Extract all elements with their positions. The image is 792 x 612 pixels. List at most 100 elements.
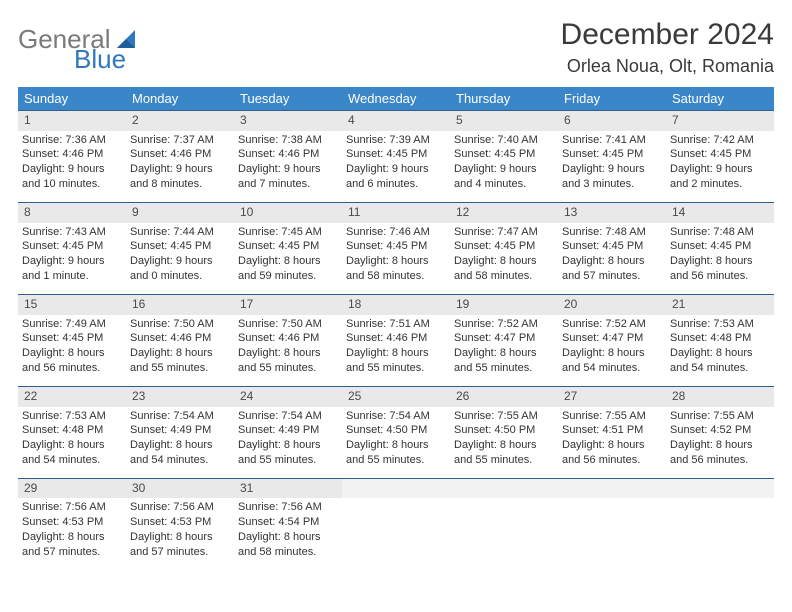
sunset-text: Sunset: 4:45 PM: [238, 239, 338, 254]
day-cell: 15Sunrise: 7:49 AMSunset: 4:45 PMDayligh…: [18, 294, 126, 386]
daylight-line1: Daylight: 9 hours: [130, 254, 230, 269]
day-details: Sunrise: 7:38 AMSunset: 4:46 PMDaylight:…: [234, 131, 342, 202]
day-cell: 28Sunrise: 7:55 AMSunset: 4:52 PMDayligh…: [666, 386, 774, 478]
day-details: Sunrise: 7:56 AMSunset: 4:53 PMDaylight:…: [126, 498, 234, 569]
day-cell: [558, 478, 666, 570]
day-details: Sunrise: 7:43 AMSunset: 4:45 PMDaylight:…: [18, 223, 126, 294]
day-cell: 22Sunrise: 7:53 AMSunset: 4:48 PMDayligh…: [18, 386, 126, 478]
daylight-line2: and 10 minutes.: [22, 177, 122, 192]
day-details-empty: [342, 498, 450, 554]
day-details: Sunrise: 7:54 AMSunset: 4:49 PMDaylight:…: [126, 407, 234, 478]
day-number: 8: [18, 203, 126, 223]
day-of-week-header-row: Sunday Monday Tuesday Wednesday Thursday…: [18, 87, 774, 110]
day-details: Sunrise: 7:47 AMSunset: 4:45 PMDaylight:…: [450, 223, 558, 294]
daylight-line2: and 8 minutes.: [130, 177, 230, 192]
daylight-line1: Daylight: 9 hours: [346, 162, 446, 177]
sunrise-text: Sunrise: 7:53 AM: [22, 409, 122, 424]
sunrise-text: Sunrise: 7:54 AM: [238, 409, 338, 424]
daylight-line1: Daylight: 8 hours: [670, 438, 770, 453]
calendar-page: General Blue December 2024 Orlea Noua, O…: [0, 0, 792, 612]
day-cell: 6Sunrise: 7:41 AMSunset: 4:45 PMDaylight…: [558, 110, 666, 202]
dow-wednesday: Wednesday: [342, 87, 450, 110]
day-number: 28: [666, 387, 774, 407]
day-number: 22: [18, 387, 126, 407]
daylight-line1: Daylight: 8 hours: [130, 530, 230, 545]
sunset-text: Sunset: 4:45 PM: [454, 239, 554, 254]
day-number: 21: [666, 295, 774, 315]
sunrise-text: Sunrise: 7:55 AM: [562, 409, 662, 424]
day-number: 16: [126, 295, 234, 315]
sunrise-text: Sunrise: 7:53 AM: [670, 317, 770, 332]
sunset-text: Sunset: 4:46 PM: [238, 331, 338, 346]
day-details: Sunrise: 7:48 AMSunset: 4:45 PMDaylight:…: [666, 223, 774, 294]
sunset-text: Sunset: 4:49 PM: [238, 423, 338, 438]
sunset-text: Sunset: 4:45 PM: [562, 147, 662, 162]
day-cell: 12Sunrise: 7:47 AMSunset: 4:45 PMDayligh…: [450, 202, 558, 294]
daylight-line2: and 55 minutes.: [238, 361, 338, 376]
day-number: 3: [234, 111, 342, 131]
daylight-line2: and 55 minutes.: [454, 361, 554, 376]
sunrise-text: Sunrise: 7:49 AM: [22, 317, 122, 332]
day-details: Sunrise: 7:37 AMSunset: 4:46 PMDaylight:…: [126, 131, 234, 202]
day-number: 18: [342, 295, 450, 315]
day-details: Sunrise: 7:41 AMSunset: 4:45 PMDaylight:…: [558, 131, 666, 202]
daylight-line2: and 54 minutes.: [22, 453, 122, 468]
calendar-body: 1Sunrise: 7:36 AMSunset: 4:46 PMDaylight…: [18, 110, 774, 570]
daylight-line2: and 55 minutes.: [238, 453, 338, 468]
day-cell: 25Sunrise: 7:54 AMSunset: 4:50 PMDayligh…: [342, 386, 450, 478]
sunrise-text: Sunrise: 7:39 AM: [346, 133, 446, 148]
daylight-line2: and 55 minutes.: [346, 361, 446, 376]
day-details: Sunrise: 7:56 AMSunset: 4:53 PMDaylight:…: [18, 498, 126, 569]
sunset-text: Sunset: 4:45 PM: [346, 239, 446, 254]
brand-text-blue: Blue: [74, 44, 126, 75]
sunset-text: Sunset: 4:52 PM: [670, 423, 770, 438]
day-cell: 31Sunrise: 7:56 AMSunset: 4:54 PMDayligh…: [234, 478, 342, 570]
sunset-text: Sunset: 4:45 PM: [454, 147, 554, 162]
sunset-text: Sunset: 4:53 PM: [22, 515, 122, 530]
daylight-line2: and 56 minutes.: [670, 269, 770, 284]
day-cell: 10Sunrise: 7:45 AMSunset: 4:45 PMDayligh…: [234, 202, 342, 294]
daylight-line1: Daylight: 8 hours: [130, 346, 230, 361]
day-details: Sunrise: 7:50 AMSunset: 4:46 PMDaylight:…: [126, 315, 234, 386]
day-number-empty: [450, 479, 558, 499]
day-cell: 4Sunrise: 7:39 AMSunset: 4:45 PMDaylight…: [342, 110, 450, 202]
day-cell: 5Sunrise: 7:40 AMSunset: 4:45 PMDaylight…: [450, 110, 558, 202]
day-cell: 20Sunrise: 7:52 AMSunset: 4:47 PMDayligh…: [558, 294, 666, 386]
day-details: Sunrise: 7:53 AMSunset: 4:48 PMDaylight:…: [666, 315, 774, 386]
day-cell: 21Sunrise: 7:53 AMSunset: 4:48 PMDayligh…: [666, 294, 774, 386]
day-number: 30: [126, 479, 234, 499]
daylight-line1: Daylight: 9 hours: [238, 162, 338, 177]
daylight-line2: and 7 minutes.: [238, 177, 338, 192]
dow-tuesday: Tuesday: [234, 87, 342, 110]
daylight-line1: Daylight: 8 hours: [238, 254, 338, 269]
day-number: 11: [342, 203, 450, 223]
day-details-empty: [666, 498, 774, 554]
daylight-line1: Daylight: 8 hours: [562, 254, 662, 269]
day-cell: 7Sunrise: 7:42 AMSunset: 4:45 PMDaylight…: [666, 110, 774, 202]
day-number: 6: [558, 111, 666, 131]
day-details: Sunrise: 7:52 AMSunset: 4:47 PMDaylight:…: [450, 315, 558, 386]
day-cell: 14Sunrise: 7:48 AMSunset: 4:45 PMDayligh…: [666, 202, 774, 294]
daylight-line2: and 56 minutes.: [562, 453, 662, 468]
daylight-line2: and 54 minutes.: [130, 453, 230, 468]
day-cell: 9Sunrise: 7:44 AMSunset: 4:45 PMDaylight…: [126, 202, 234, 294]
day-number: 5: [450, 111, 558, 131]
daylight-line2: and 59 minutes.: [238, 269, 338, 284]
sunrise-text: Sunrise: 7:46 AM: [346, 225, 446, 240]
sunset-text: Sunset: 4:49 PM: [130, 423, 230, 438]
day-cell: 2Sunrise: 7:37 AMSunset: 4:46 PMDaylight…: [126, 110, 234, 202]
day-number-empty: [342, 479, 450, 499]
day-number: 9: [126, 203, 234, 223]
daylight-line2: and 58 minutes.: [346, 269, 446, 284]
daylight-line2: and 2 minutes.: [670, 177, 770, 192]
sunrise-text: Sunrise: 7:43 AM: [22, 225, 122, 240]
location: Orlea Noua, Olt, Romania: [561, 56, 774, 77]
sunrise-text: Sunrise: 7:41 AM: [562, 133, 662, 148]
day-number: 10: [234, 203, 342, 223]
daylight-line2: and 58 minutes.: [238, 545, 338, 560]
sunset-text: Sunset: 4:45 PM: [346, 147, 446, 162]
sunrise-text: Sunrise: 7:52 AM: [562, 317, 662, 332]
daylight-line2: and 58 minutes.: [454, 269, 554, 284]
daylight-line2: and 54 minutes.: [562, 361, 662, 376]
daylight-line2: and 4 minutes.: [454, 177, 554, 192]
